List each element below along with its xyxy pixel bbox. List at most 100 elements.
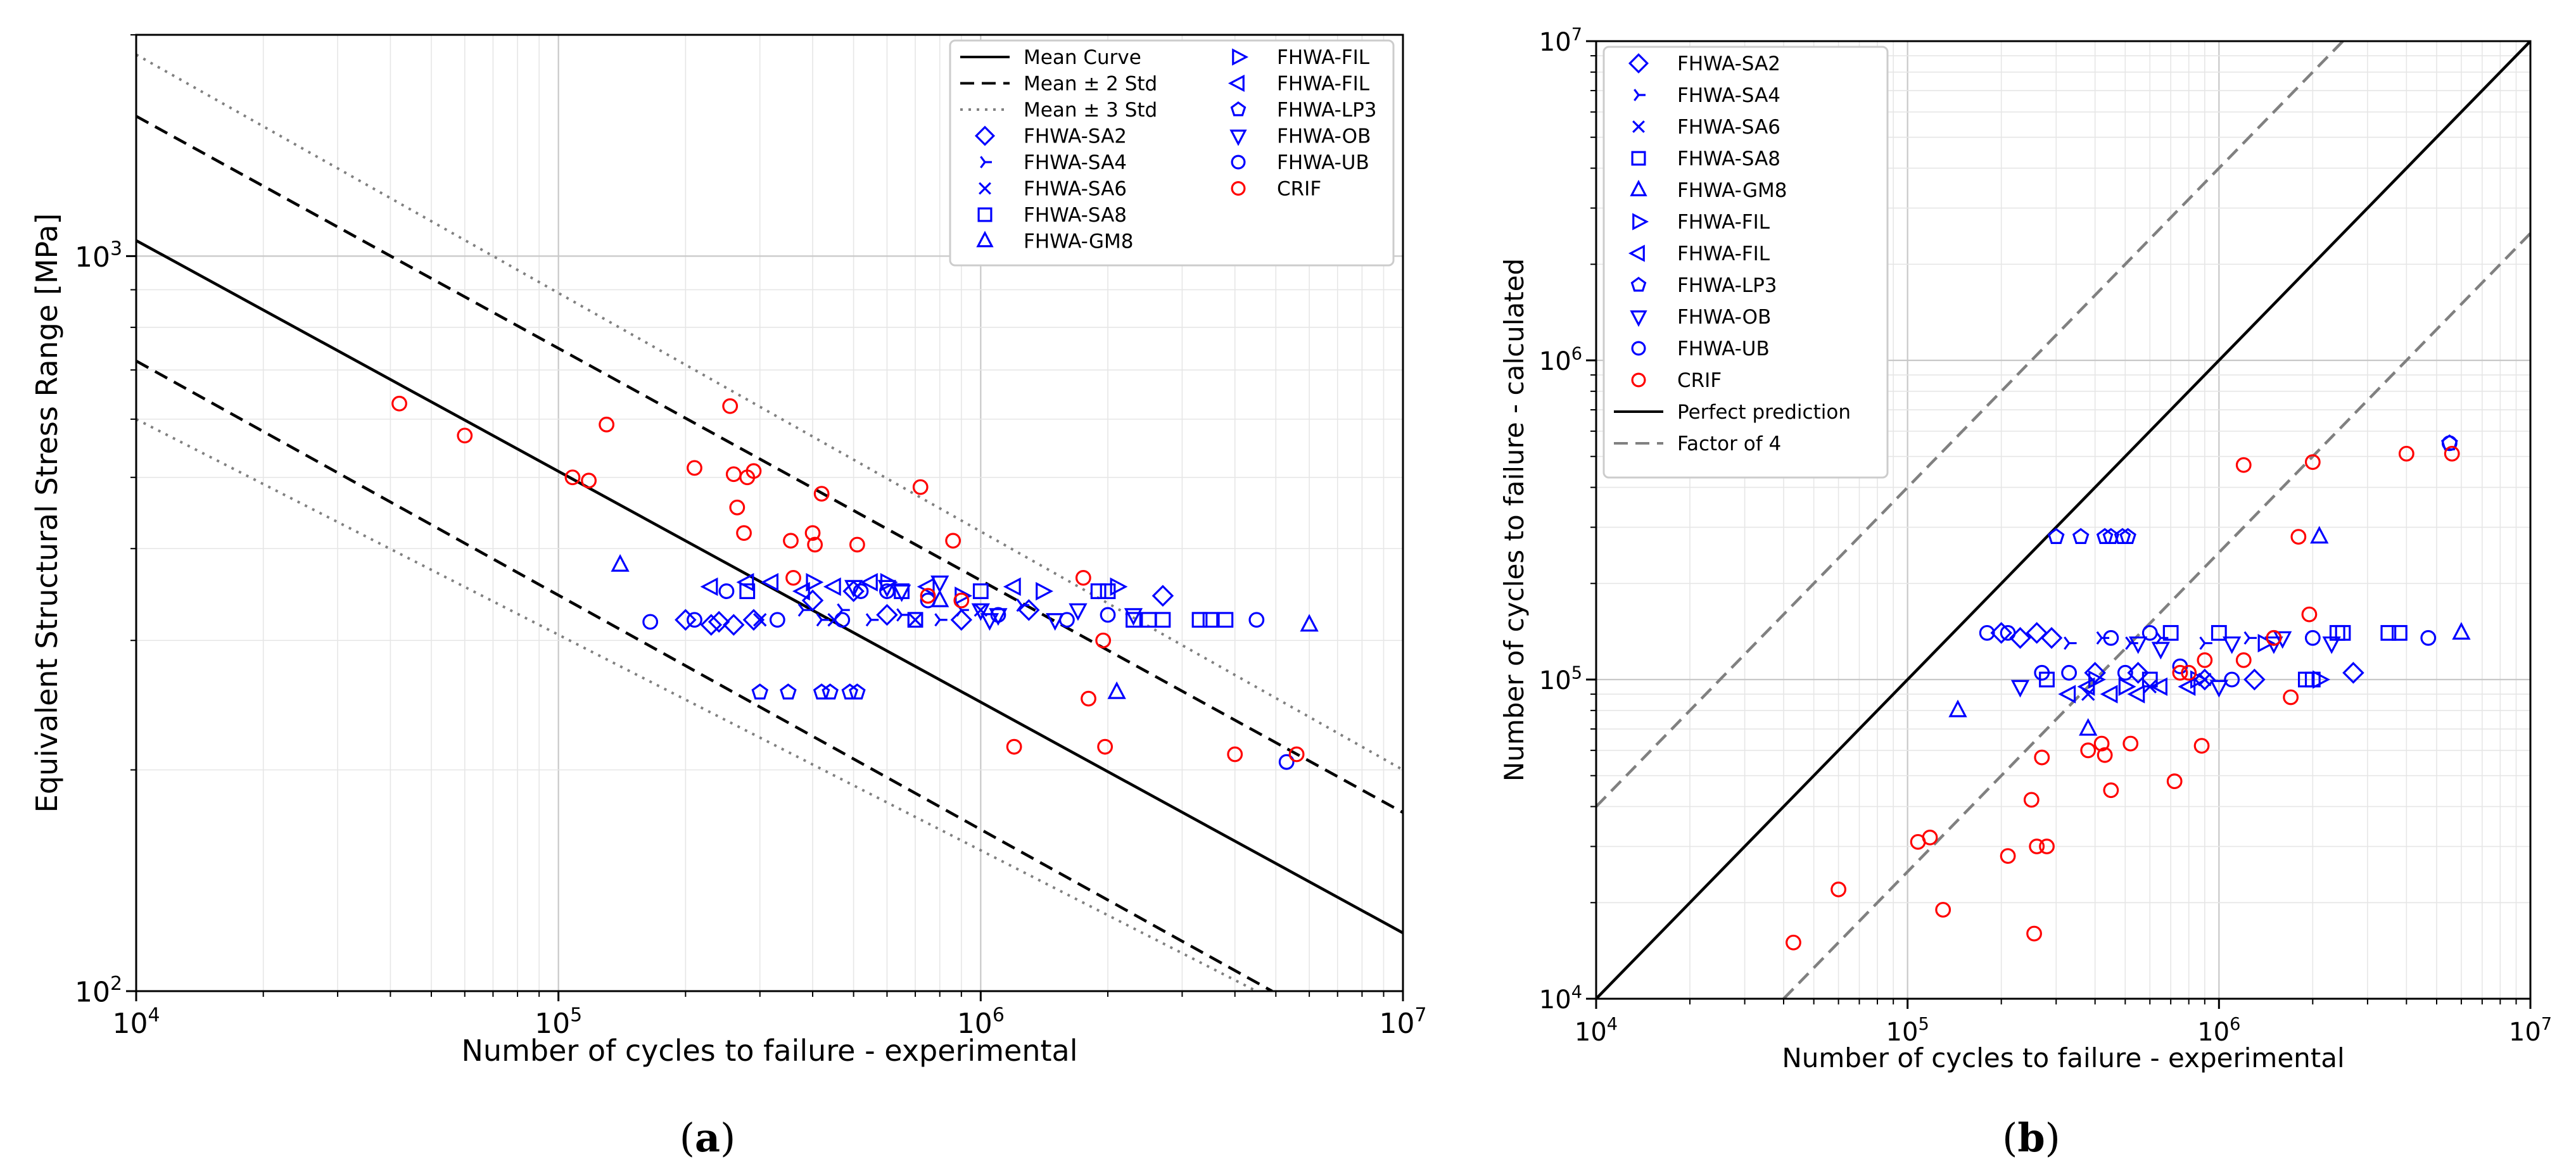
point-fhwa-sa8 (2335, 624, 2351, 641)
point-crif (1097, 738, 1114, 755)
point-fhwa-fil (2077, 677, 2095, 696)
x-tick-label: 105 (535, 1004, 582, 1040)
point-fhwa-ob (2010, 680, 2030, 698)
point-crif (2034, 749, 2050, 766)
legend-label: FHWA-SA4 (1677, 84, 1780, 107)
point-fhwa-sa2 (2243, 668, 2266, 691)
legend-item: FHWA-SA8 (977, 204, 1127, 227)
line-mean-3-std (136, 53, 1403, 771)
legend-swatch-marker (1631, 341, 1646, 356)
legend-label: FHWA-UB (1277, 151, 1369, 174)
legend-item: CRIF (1231, 178, 1321, 201)
point-crif (2304, 454, 2321, 471)
point-fhwa-sa2 (950, 609, 973, 631)
point-fhwa-fil (2127, 685, 2145, 704)
legend-swatch-marker (1632, 213, 1649, 231)
legend-item: CRIF (1631, 369, 1722, 392)
line-factor-of-4-upper (1596, 41, 2344, 808)
point-crif (2181, 664, 2197, 681)
point-fhwa-ub (2103, 630, 2119, 646)
point-fhwa-lp3 (2096, 528, 2114, 544)
panel-b-y-axis-label: Number of cycles to failure - calculated (1499, 258, 1530, 782)
legend-label: FHWA-SA8 (1677, 148, 1780, 170)
point-crif (746, 463, 762, 479)
point-crif (687, 460, 702, 476)
point-fhwa-sa2 (1018, 598, 1040, 621)
point-crif (807, 536, 823, 553)
point-fhwa-sa4 (797, 603, 811, 617)
point-fhwa-sa4 (2243, 631, 2257, 645)
point-fhwa-ub (2441, 435, 2458, 452)
point-fhwa-sa8 (1217, 612, 1234, 628)
point-fhwa-fil (700, 577, 718, 597)
legend-swatch-marker (1631, 151, 1646, 166)
y-tick-label: 106 (1539, 344, 1582, 376)
point-crif (804, 525, 821, 541)
legend-label: FHWA-GM8 (1024, 231, 1133, 253)
point-fhwa-lp3 (780, 683, 797, 700)
point-fhwa-ub (853, 583, 869, 599)
point-crif (2093, 735, 2110, 752)
point-crif (2235, 457, 2252, 473)
point-crif (2290, 529, 2307, 545)
point-crif (783, 533, 799, 549)
legend-swatch-marker (1231, 155, 1246, 170)
legend-swatch-marker (1232, 48, 1249, 66)
point-crif (2122, 735, 2139, 752)
y-tick-label: 104 (1539, 982, 1582, 1015)
point-fhwa-sa8 (739, 583, 756, 599)
x-tick-label: 106 (2197, 1015, 2240, 1047)
point-fhwa-sa2 (2026, 622, 2048, 644)
point-fhwa-ob (2151, 642, 2170, 660)
legend-swatch-marker (977, 207, 993, 222)
series-fhwa-sa4-tri_right (2064, 631, 2257, 650)
legend-item: Perfect prediction (1614, 401, 1851, 424)
legend-label: FHWA-OB (1277, 125, 1371, 148)
point-fhwa-sa2 (1990, 622, 2012, 644)
point-crif (1786, 934, 1801, 951)
point-fhwa-sa2 (2084, 662, 2106, 684)
point-fhwa-fil (2088, 670, 2106, 689)
panel-a-frame (135, 34, 1404, 992)
point-fhwa-ob (844, 579, 863, 598)
point-fhwa-sa2 (2342, 662, 2364, 684)
line-factor-of-4-lower (1782, 232, 2530, 999)
point-fhwa-ob (971, 603, 990, 621)
legend-item: FHWA-OB (1229, 125, 1371, 148)
point-fhwa-sa8 (972, 583, 989, 599)
point-fhwa-ub (2117, 664, 2133, 681)
point-crif (813, 486, 830, 502)
legend-label: FHWA-LP3 (1277, 99, 1377, 122)
panel-a-y-axis-label: Equivalent Structural Stress Range [MPa] (30, 213, 64, 813)
legend-swatch-marker (1630, 310, 1647, 327)
legend-label: FHWA-FIL (1677, 243, 1770, 265)
legend-label: FHWA-SA8 (1024, 204, 1127, 227)
series-fhwa-fil-triangle_left (700, 573, 1021, 601)
point-fhwa-ob (2223, 636, 2242, 654)
legend-label: Mean Curve (1024, 46, 1141, 69)
point-fhwa-gm8 (2452, 622, 2471, 640)
point-fhwa-fil (860, 573, 878, 592)
point-fhwa-ub (2034, 664, 2050, 681)
point-fhwa-gm8 (1948, 699, 1967, 718)
legend-item: FHWA-SA2 (974, 125, 1127, 148)
point-fhwa-ub (2420, 630, 2437, 646)
point-crif (1922, 830, 1938, 845)
legend-item: FHWA-GM8 (1630, 179, 1787, 202)
legend-swatch-marker (1230, 101, 1247, 117)
legend-label: FHWA-FIL (1277, 46, 1370, 69)
legend-swatch-marker (980, 156, 992, 168)
point-crif (953, 592, 970, 609)
point-fhwa-sa8 (2211, 624, 2227, 641)
point-crif (2000, 848, 2016, 864)
point-fhwa-fil (823, 577, 841, 597)
legend-label: FHWA-LP3 (1677, 274, 1777, 297)
point-fhwa-fil (2118, 677, 2136, 696)
point-fhwa-ub (2061, 664, 2078, 681)
point-fhwa-fil (917, 577, 935, 597)
legend-item: FHWA-LP3 (1630, 274, 1777, 297)
series-fhwa-fil-triangle_left (2058, 677, 2196, 704)
point-fhwa-ub (718, 583, 735, 599)
panel-a-chart: 104 105 106 107 102 103 Number of cycles to fa… (30, 34, 1427, 1068)
